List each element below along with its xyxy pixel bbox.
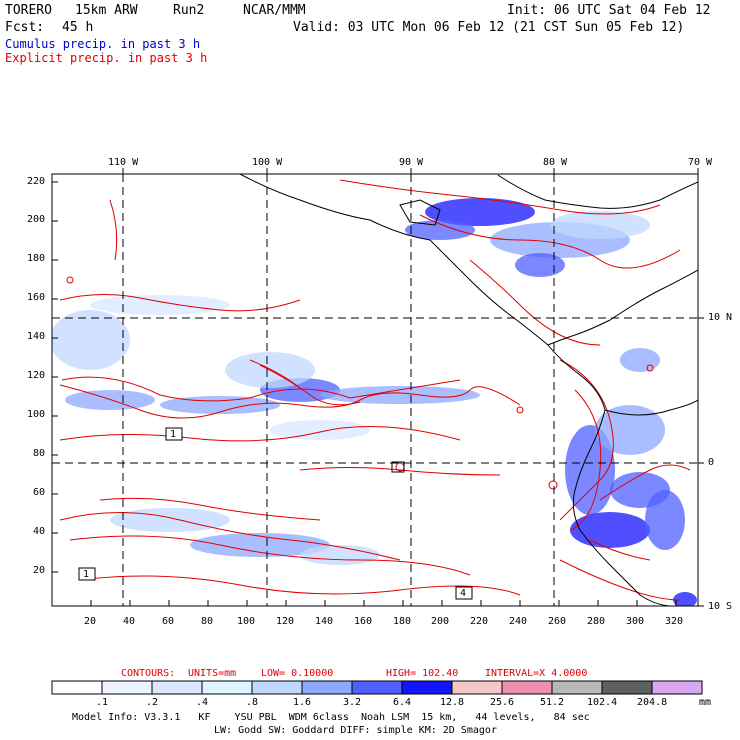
lon-label-80w: 80 W — [543, 157, 568, 168]
graticule — [52, 174, 698, 606]
x-label: 60 — [162, 616, 175, 627]
map-frame — [51, 173, 699, 607]
y-label: 60 — [33, 487, 46, 498]
lon-label-70w: 70 W — [688, 157, 713, 168]
box-marker-3 — [455, 586, 473, 600]
legend-swatch — [151, 680, 203, 695]
x-label: 140 — [315, 616, 334, 627]
legend-unit: mm — [699, 697, 712, 708]
legend-tick-label: .2 — [146, 697, 159, 708]
y-label: 140 — [27, 331, 46, 342]
legend-swatch — [101, 680, 153, 695]
x-label: 20 — [84, 616, 97, 627]
contours-low: LOW= 0.10000 — [261, 668, 334, 679]
x-label: 80 — [201, 616, 214, 627]
y-label: 180 — [27, 253, 46, 264]
legend-tick-label: 102.4 — [587, 697, 618, 708]
coastlines — [239, 174, 698, 606]
x-label: 260 — [548, 616, 567, 627]
box-label-3: 4 — [460, 588, 467, 599]
legend-tick-label: 12.8 — [440, 697, 465, 708]
x-label: 120 — [276, 616, 295, 627]
legend-swatch — [651, 680, 703, 695]
init-time: Init: 06 UTC Sat 04 Feb 12 — [507, 3, 711, 18]
lon-label-110w: 110 W — [108, 157, 139, 168]
legend-swatch — [451, 680, 503, 695]
lat-label-10n: 10 N — [708, 312, 733, 323]
x-label: 220 — [470, 616, 489, 627]
legend-swatch — [501, 680, 553, 695]
y-label: 160 — [27, 292, 46, 303]
legend-tick-label: 204.8 — [637, 697, 668, 708]
x-label: 100 — [237, 616, 256, 627]
forecast-label: Fcst: — [5, 20, 45, 35]
x-label: 200 — [431, 616, 450, 627]
y-label: 200 — [27, 214, 46, 225]
axis-ticks — [52, 168, 704, 607]
explicit-precip-contours — [59, 179, 691, 601]
y-label: 100 — [27, 409, 46, 420]
legend-tick-label: 3.2 — [343, 697, 362, 708]
legend-tick-label: .8 — [246, 697, 259, 708]
legend-tick-label: 25.6 — [490, 697, 515, 708]
lat-label-0: 0 — [708, 457, 715, 468]
contours-interval: INTERVAL=X 4.0000 — [485, 668, 588, 679]
run-label: Run2 — [173, 3, 205, 18]
legend-tick-label: 1.6 — [293, 697, 312, 708]
valid-time: Valid: 03 UTC Mon 06 Feb 12 (21 CST Sun … — [293, 20, 685, 35]
cumulus-precip-shading — [52, 198, 697, 606]
x-label: 300 — [626, 616, 645, 627]
legend-swatch — [251, 680, 303, 695]
model-info-line: Model Info: V3.3.1 KF YSU PBL WDM 6class… — [72, 712, 590, 723]
lon-label-90w: 90 W — [399, 157, 424, 168]
lat-label-10s: 10 S — [708, 601, 733, 612]
x-label: 320 — [665, 616, 684, 627]
legend-swatch — [201, 680, 253, 695]
legend-tick-label: 6.4 — [393, 697, 412, 708]
box-label-2: 1 — [83, 569, 90, 580]
lon-label-100w: 100 W — [252, 157, 283, 168]
legend-swatch — [551, 680, 603, 695]
physics-info-line: LW: Godd SW: Goddard DIFF: simple KM: 2D… — [214, 725, 497, 736]
legend-swatch — [51, 680, 103, 695]
legend-swatch — [351, 680, 403, 695]
legend-tick-label: .1 — [96, 697, 109, 708]
y-label: 40 — [33, 526, 46, 537]
model-name: TORERO — [5, 3, 52, 18]
contours-high: HIGH= 102.40 — [386, 668, 459, 679]
forecast-hours: 45 h — [62, 20, 94, 35]
y-label: 80 — [33, 448, 46, 459]
x-label: 180 — [393, 616, 412, 627]
contours-label: CONTOURS: — [121, 668, 176, 679]
model-resolution: 15km ARW — [75, 3, 138, 18]
org-label: NCAR/MMM — [243, 3, 306, 18]
box-marker-1 — [165, 427, 183, 441]
y-label: 120 — [27, 370, 46, 381]
x-label: 280 — [587, 616, 606, 627]
cumulus-field-label: Cumulus precip. in past 3 h — [5, 37, 201, 51]
legend-tick-label: 51.2 — [540, 697, 565, 708]
legend-swatch — [401, 680, 453, 695]
legend-tick-label: .4 — [196, 697, 209, 708]
y-label: 20 — [33, 565, 46, 576]
legend-swatch — [601, 680, 653, 695]
contours-units: UNITS=mm — [188, 668, 237, 679]
y-label: 220 — [27, 176, 46, 187]
legend-swatch — [301, 680, 353, 695]
x-label: 160 — [354, 616, 373, 627]
explicit-field-label: Explicit precip. in past 3 h — [5, 51, 208, 65]
x-label: 240 — [509, 616, 528, 627]
box-label-1: 1 — [170, 429, 177, 440]
box-marker-2 — [78, 567, 96, 581]
x-label: 40 — [123, 616, 136, 627]
